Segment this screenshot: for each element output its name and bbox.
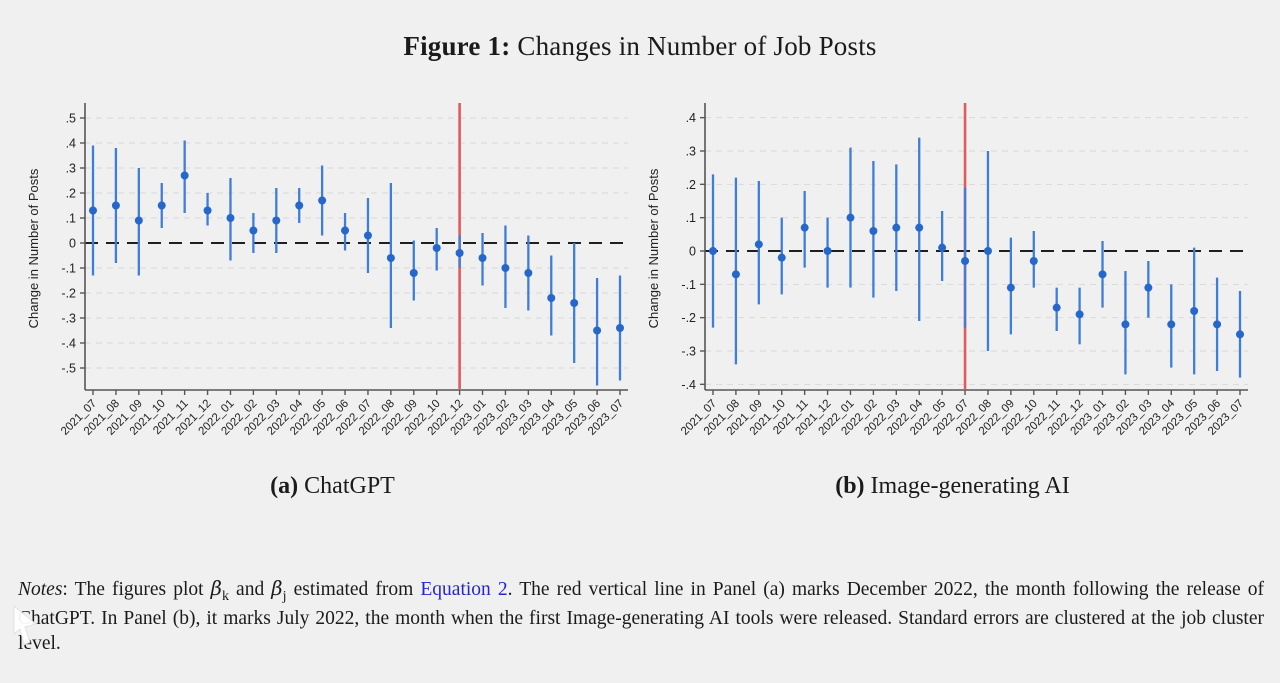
coef-marker	[180, 171, 189, 180]
coef-marker	[111, 201, 120, 210]
y-tick-label: .4	[66, 137, 76, 151]
coef-marker	[892, 223, 901, 232]
notes-text: β	[210, 577, 222, 600]
coef-marker	[1006, 283, 1015, 292]
notes-text: : The figures plot	[62, 579, 211, 600]
coef-marker	[134, 216, 143, 225]
coef-marker	[777, 253, 786, 262]
caption-a-tag: (a)	[270, 473, 299, 499]
y-tick-label: 0	[69, 237, 76, 251]
y-tick-label: -.4	[61, 337, 76, 351]
coef-marker	[272, 216, 281, 225]
y-tick-label: .3	[686, 145, 696, 159]
coef-marker	[593, 326, 602, 335]
watermark-cursor-icon	[13, 604, 38, 646]
coef-marker	[616, 324, 624, 332]
coef-marker	[318, 196, 327, 205]
y-tick-label: .1	[686, 211, 696, 225]
coef-marker	[501, 264, 510, 272]
coef-marker	[478, 254, 487, 262]
notes-text: and	[228, 579, 272, 600]
y-tick-label: .2	[66, 187, 76, 201]
figure-title: Figure 1: Changes in Number of Job Posts	[0, 31, 1280, 62]
y-tick-label: -.5	[61, 362, 76, 376]
notes-text: β	[271, 577, 283, 600]
coef-marker	[249, 226, 258, 235]
y-tick-label: .3	[66, 162, 76, 176]
coef-marker	[983, 247, 992, 255]
coef-marker	[1075, 310, 1084, 319]
y-tick-label: -.3	[681, 345, 696, 359]
coef-marker	[1213, 320, 1222, 329]
coef-marker	[800, 223, 809, 232]
y-tick-label: -.2	[61, 287, 76, 301]
notes-text: . The red vertical line in Panel (a) mar…	[18, 579, 1264, 655]
y-tick-label: .5	[66, 112, 76, 126]
y-tick-label: -.4	[681, 378, 696, 392]
coef-marker	[1190, 307, 1199, 315]
coef-marker	[1121, 320, 1130, 329]
y-tick-label: .2	[686, 178, 696, 192]
coef-marker	[455, 249, 464, 257]
coef-marker	[570, 299, 579, 307]
equation-link[interactable]: Equation 2	[420, 579, 508, 600]
caption-b-label: Image-generating AI	[870, 473, 1070, 499]
y-tick-label: -.1	[61, 262, 76, 276]
caption-a-label: ChatGPT	[304, 473, 395, 499]
coef-marker	[1144, 283, 1153, 292]
coef-marker	[89, 206, 97, 215]
coef-marker	[386, 254, 395, 262]
figure-title-number: Figure 1:	[403, 31, 511, 61]
coef-marker	[961, 257, 970, 265]
y-tick-label: -.2	[681, 311, 696, 325]
coef-marker	[869, 227, 878, 235]
coef-marker	[754, 240, 763, 249]
coef-marker	[432, 244, 441, 252]
coef-marker	[363, 231, 372, 240]
y-tick-label: -.1	[681, 278, 696, 292]
y-tick-label: .1	[66, 212, 76, 226]
coef-marker	[203, 206, 212, 215]
coef-marker	[915, 223, 924, 232]
coef-marker	[157, 201, 166, 210]
figure-title-text: Changes in Number of Job Posts	[510, 31, 877, 61]
figure-notes: Notes: The figures plot βk and βj estima…	[18, 576, 1264, 657]
y-axis-title: Change in Number of Posts	[646, 168, 661, 328]
coef-marker	[846, 213, 855, 222]
coef-marker	[226, 214, 235, 222]
coef-marker	[524, 269, 533, 277]
caption-panel-b: (b) Image-generating AI	[645, 473, 1260, 500]
coef-marker	[1098, 270, 1107, 279]
notes-text: estimated from	[286, 579, 421, 600]
y-axis-title: Change in Number of Posts	[26, 168, 41, 328]
coef-marker	[823, 247, 832, 255]
coef-marker	[547, 294, 556, 302]
coef-marker	[341, 226, 350, 235]
caption-b-tag: (b)	[835, 473, 865, 499]
coef-marker	[731, 270, 740, 279]
notes-text: Notes	[18, 579, 63, 600]
coef-marker	[1167, 320, 1176, 329]
y-tick-label: .4	[686, 111, 696, 125]
y-tick-label: 0	[689, 245, 696, 259]
notes-text: k	[221, 587, 229, 604]
coef-marker	[1052, 303, 1061, 312]
coef-marker	[1236, 330, 1244, 339]
panel-b-chart: .4.3.2.10-.1-.2-.3-.42021_072021_082021_…	[646, 103, 1248, 438]
caption-panel-a: (a) ChatGPT	[25, 473, 640, 500]
coef-marker	[409, 269, 418, 277]
notes-text: j	[282, 587, 287, 604]
panel-a-chart: .5.4.3.2.10-.1-.2-.3-.4-.52021_072021_08…	[26, 103, 628, 438]
coef-marker	[709, 247, 717, 255]
coef-marker	[295, 201, 304, 210]
y-tick-label: -.3	[61, 312, 76, 326]
coef-marker	[938, 243, 947, 252]
coef-marker	[1029, 257, 1038, 265]
